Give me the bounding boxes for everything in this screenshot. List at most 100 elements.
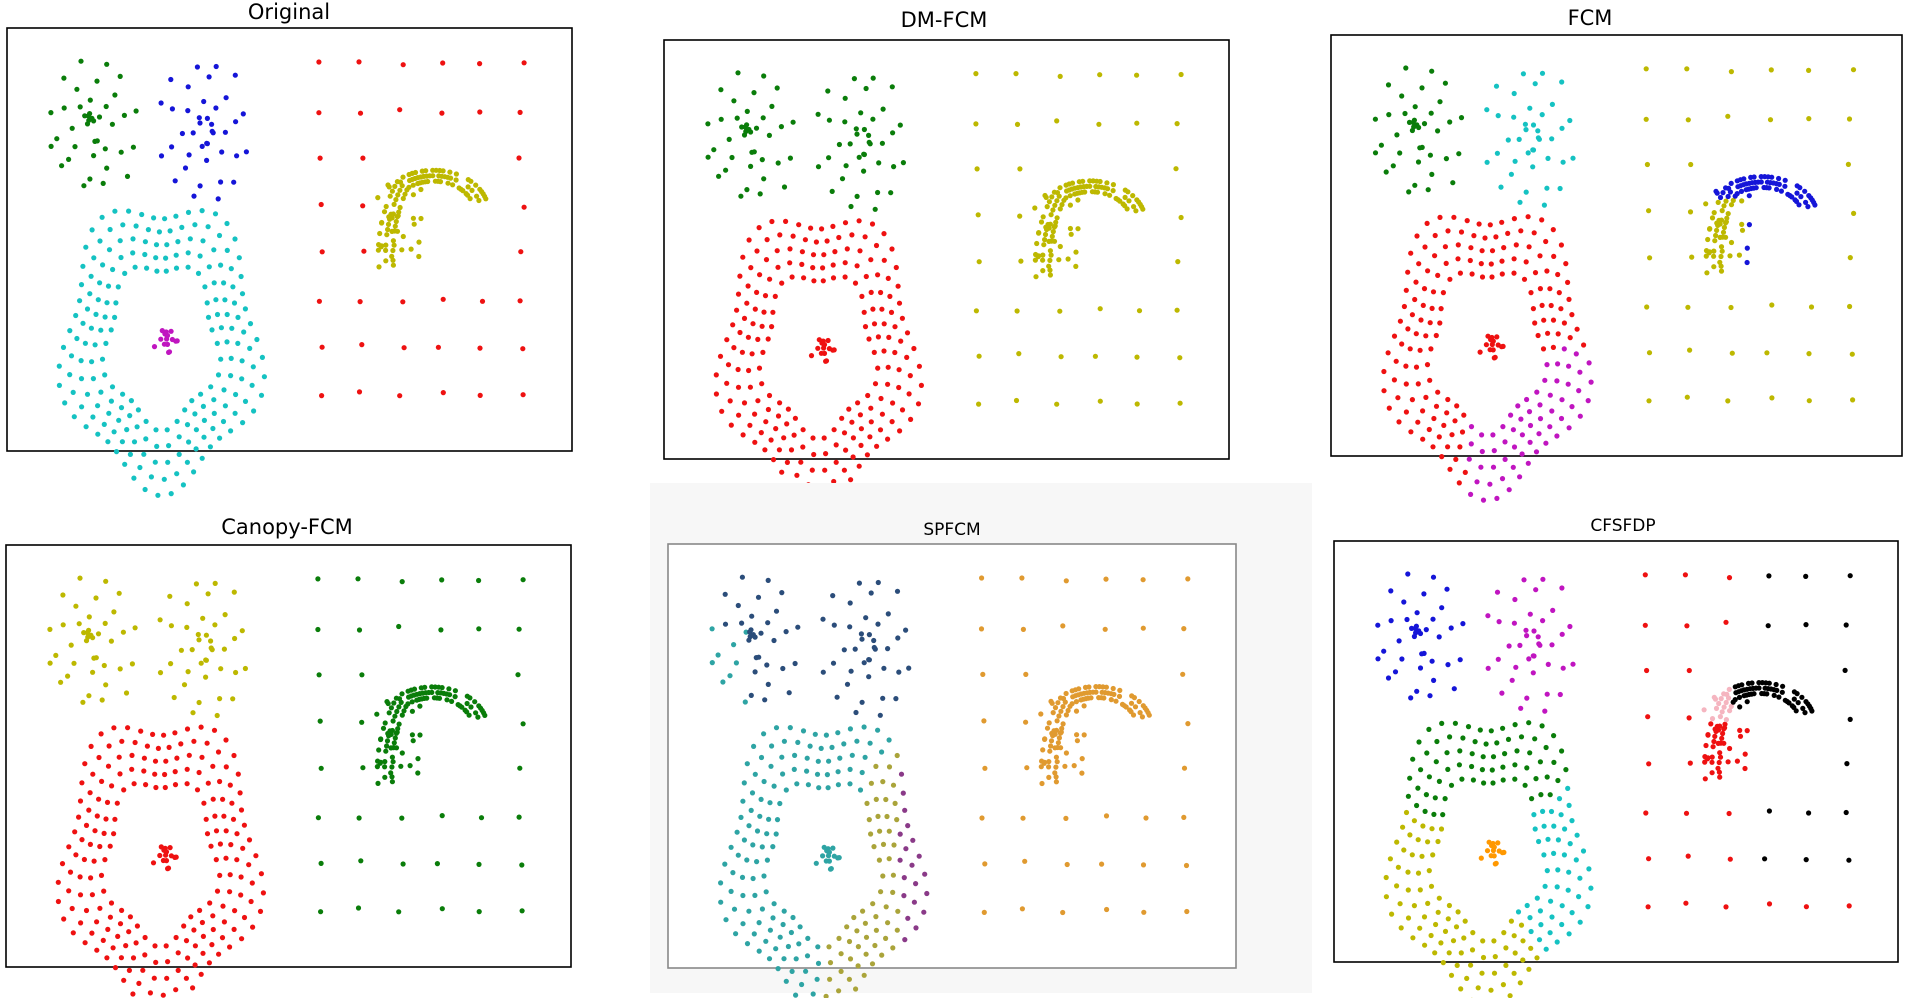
data-point [1475,985,1481,991]
data-point [1544,362,1550,368]
data-point [787,155,793,161]
data-point [1719,709,1725,715]
data-point [158,153,165,159]
data-point [1720,229,1727,235]
data-point [1393,358,1399,364]
data-point [844,246,850,252]
data-point [783,218,789,224]
data-point [1686,715,1692,721]
data-point [1436,634,1442,640]
data-point [1415,785,1421,791]
data-point [68,642,74,648]
data-point [1415,870,1422,876]
data-point [1524,902,1530,909]
data-point [1478,464,1484,470]
data-point [723,167,729,173]
data-point [1540,346,1547,352]
data-point [1683,810,1690,816]
data-point [108,900,115,906]
data-point [76,621,82,627]
scatter-plot-canopy-fcm [5,544,572,998]
data-point [69,905,75,912]
data-point [80,263,86,269]
data-point [476,861,482,867]
data-point [1550,317,1557,323]
data-point [77,575,83,581]
data-point [815,111,821,117]
data-point [1134,72,1140,78]
data-point [127,451,133,457]
data-point [99,778,105,784]
data-point [1088,695,1094,701]
data-point [1431,415,1437,422]
data-point [248,898,254,905]
data-point [129,661,135,667]
data-point [1566,869,1572,875]
data-point [916,363,922,369]
data-point [1548,808,1555,815]
data-point [1646,856,1652,862]
data-point [1505,137,1511,143]
data-point [1705,755,1711,761]
data-point [1782,183,1788,189]
data-point [1058,708,1064,714]
data-point [1409,852,1415,858]
data-point [1708,721,1714,727]
data-point [400,174,406,180]
data-point [1526,966,1532,972]
data-point [186,439,192,445]
data-point [1511,256,1517,262]
data-point [740,892,746,899]
data-point [909,862,915,868]
data-point [118,955,124,961]
data-point [434,861,440,867]
data-point [1512,950,1518,956]
data-point [1751,174,1757,180]
data-point [910,837,916,843]
data-point [1538,922,1544,928]
data-point [211,727,218,733]
data-point [1448,625,1454,631]
data-point [1549,101,1555,107]
data-point [1073,249,1079,255]
data-point [1107,192,1113,198]
data-point [186,752,192,758]
data-point [111,609,117,615]
data-point [239,376,245,382]
data-point [866,139,872,145]
data-point [1457,270,1463,276]
data-point [1048,738,1055,744]
data-point [1530,164,1536,170]
data-point [477,345,483,351]
data-point [826,944,832,950]
data-point [1516,136,1522,142]
data-point [1125,189,1131,195]
data-point [790,233,796,239]
data-point [1541,202,1547,208]
data-point [1529,796,1535,802]
data-point [399,247,405,253]
data-point [893,696,899,702]
data-point [1128,700,1135,706]
data-point [388,770,394,776]
data-point [95,431,101,437]
data-point [796,941,802,947]
data-point [231,589,237,595]
data-point [1423,627,1429,633]
data-point [1116,693,1123,699]
data-point [1537,286,1543,292]
data-point [1044,204,1050,210]
data-point [854,131,860,137]
data-point [824,772,830,778]
data-point [767,927,773,933]
data-point [1718,253,1724,260]
data-point [1424,362,1431,368]
data-point [1032,205,1038,211]
data-point [1430,616,1436,622]
data-point [774,85,780,91]
data-point [1518,416,1524,422]
data-point [724,337,730,343]
data-point [744,187,750,193]
data-point [1739,198,1745,204]
data-point [205,314,212,320]
